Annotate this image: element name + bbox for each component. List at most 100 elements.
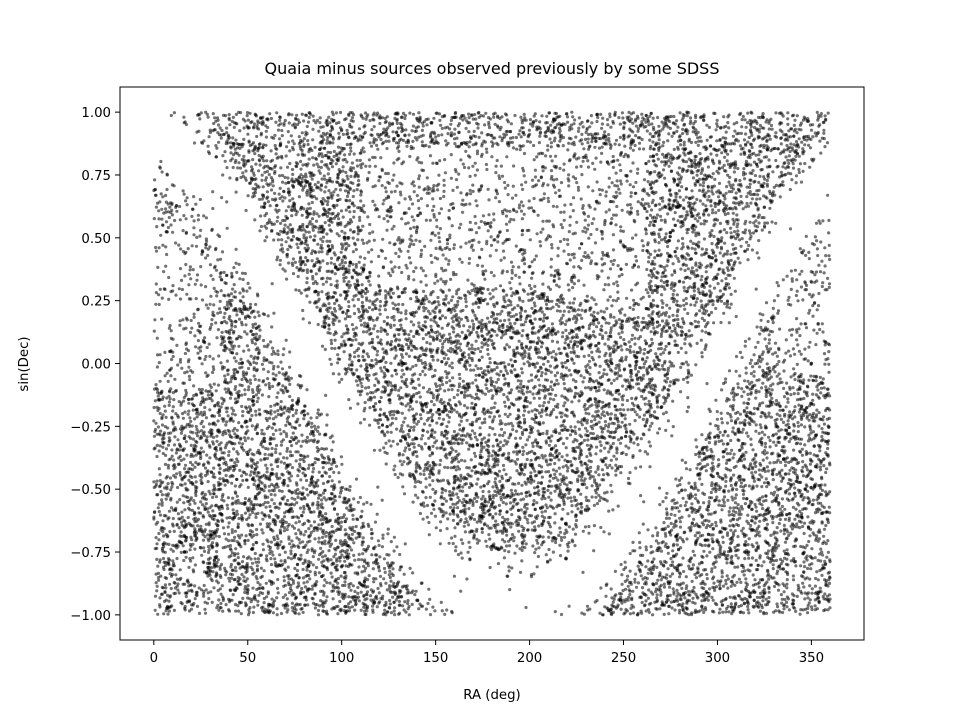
data-point <box>249 565 253 570</box>
data-point <box>659 332 664 336</box>
data-point <box>745 247 750 251</box>
data-point <box>264 463 268 467</box>
data-point <box>659 352 663 356</box>
data-point <box>377 543 381 548</box>
data-point <box>389 343 393 347</box>
data-point <box>742 167 746 171</box>
data-point <box>765 522 770 526</box>
data-point <box>532 499 536 503</box>
data-point <box>343 528 347 532</box>
data-point <box>675 314 679 318</box>
data-point <box>353 355 357 359</box>
data-point <box>268 416 272 420</box>
data-point <box>742 390 746 394</box>
data-point <box>361 536 365 540</box>
data-point <box>768 445 772 449</box>
data-point <box>243 439 247 443</box>
data-point <box>391 567 395 571</box>
data-point <box>503 540 507 544</box>
data-point <box>576 185 581 189</box>
data-point <box>389 274 393 278</box>
data-point <box>600 237 605 241</box>
data-point <box>811 392 815 396</box>
data-point <box>297 250 302 254</box>
data-point <box>259 566 263 570</box>
data-point <box>308 206 312 210</box>
data-point <box>606 337 610 341</box>
data-point <box>466 550 470 554</box>
data-point <box>438 196 442 201</box>
data-point <box>768 438 772 443</box>
data-point <box>232 125 236 129</box>
data-point <box>389 444 393 448</box>
data-point <box>439 520 443 524</box>
data-point <box>744 540 748 544</box>
data-point <box>280 243 284 247</box>
data-point <box>778 195 782 199</box>
data-point <box>295 266 299 270</box>
data-point <box>207 597 211 601</box>
data-point <box>208 408 212 412</box>
data-point <box>667 132 671 136</box>
data-point <box>190 326 194 330</box>
data-point <box>573 394 577 398</box>
data-point <box>632 298 636 302</box>
data-point <box>367 239 371 243</box>
data-point <box>304 230 308 234</box>
data-point <box>604 190 608 194</box>
data-point <box>193 334 197 338</box>
data-point <box>794 609 798 614</box>
data-point <box>359 193 363 197</box>
data-point <box>242 349 246 353</box>
data-point <box>301 163 305 167</box>
data-point <box>626 408 630 412</box>
data-point <box>155 443 159 447</box>
data-point <box>603 491 607 495</box>
data-point <box>369 532 373 536</box>
data-point <box>285 610 289 614</box>
data-point <box>815 534 819 538</box>
data-point <box>329 229 333 233</box>
data-point <box>305 487 309 491</box>
data-point <box>467 116 471 120</box>
data-point <box>432 338 436 342</box>
data-point <box>525 457 529 462</box>
data-point <box>384 360 388 364</box>
data-point <box>489 526 493 530</box>
data-point <box>340 335 344 339</box>
data-point <box>599 112 603 116</box>
data-point <box>206 393 210 397</box>
data-point <box>183 351 187 356</box>
data-point <box>231 136 235 140</box>
data-point <box>692 272 696 276</box>
data-point <box>760 564 764 568</box>
data-point <box>184 262 188 267</box>
data-point <box>749 563 754 567</box>
data-point <box>529 287 533 291</box>
data-point <box>217 608 221 612</box>
data-point <box>452 506 456 510</box>
data-point <box>438 387 442 391</box>
data-point <box>211 509 215 513</box>
data-point <box>527 352 531 356</box>
data-point <box>547 234 551 238</box>
data-point <box>492 368 497 372</box>
data-point <box>566 238 570 242</box>
data-point <box>269 563 274 567</box>
data-point <box>431 208 435 212</box>
data-point <box>478 349 483 354</box>
data-point <box>697 233 701 237</box>
data-point <box>494 287 498 291</box>
data-point <box>377 569 381 573</box>
data-point <box>648 155 653 159</box>
data-point <box>208 302 212 306</box>
data-point <box>319 243 323 247</box>
data-point <box>643 576 647 580</box>
data-point <box>242 575 246 579</box>
data-point <box>379 137 383 142</box>
data-point <box>315 260 319 265</box>
data-point <box>349 548 354 552</box>
data-point <box>442 178 446 182</box>
data-point <box>659 590 663 595</box>
data-point <box>736 503 740 507</box>
